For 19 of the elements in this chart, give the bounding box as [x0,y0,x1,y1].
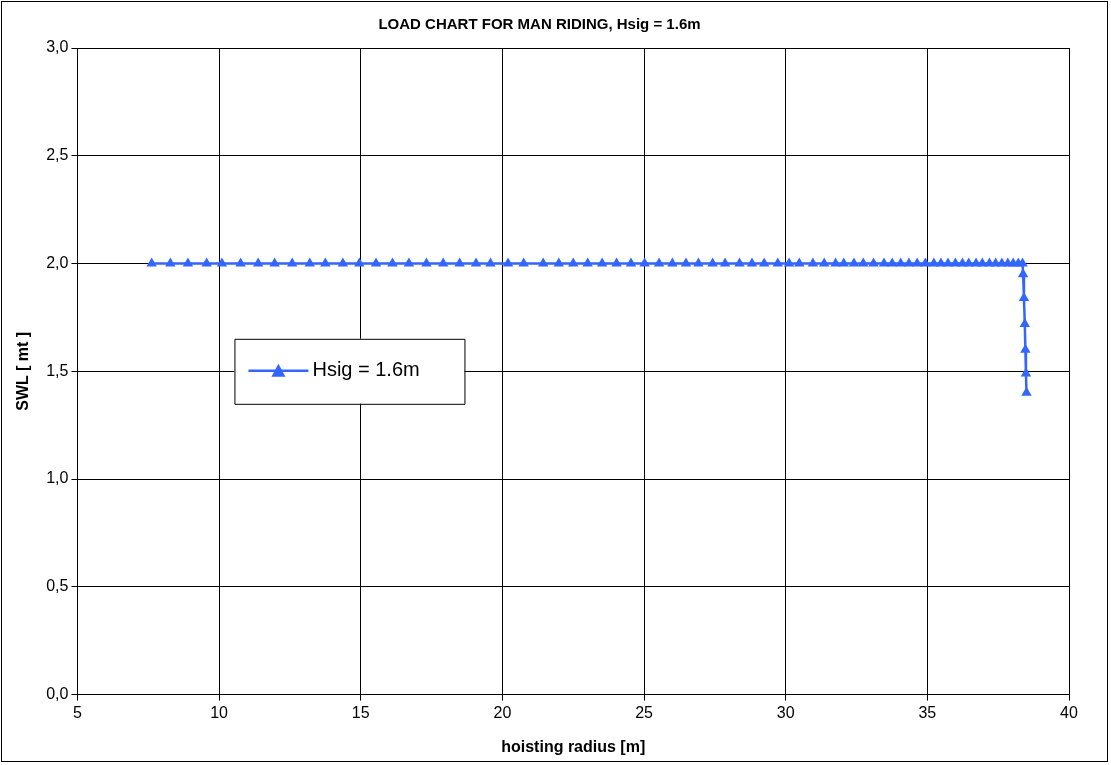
x-tick-label: 5 [72,703,82,721]
y-tick-label: 1,0 [46,469,69,487]
y-tick-label: 0,0 [46,685,69,703]
chart-title: LOAD CHART FOR MAN RIDING, Hsig = 1.6m [378,15,701,33]
x-tick-label: 20 [493,703,512,721]
x-tick-label: 15 [351,703,370,721]
x-axis-title: hoisting radius [m] [501,737,646,755]
x-tick-label: 25 [635,703,654,721]
x-tick-label: 10 [210,703,229,721]
x-tick-label: 35 [918,703,937,721]
x-tick-label: 30 [776,703,795,721]
y-tick-label: 0,5 [46,577,69,595]
y-tick-label: 2,0 [46,253,69,271]
y-tick-label: 1,5 [46,361,69,379]
x-tick-label: 40 [1060,703,1078,721]
y-tick-label: 3,0 [46,38,69,56]
legend-label: Hsig = 1.6m [312,358,420,381]
y-tick-label: 2,5 [46,146,69,164]
y-axis-title: SWL [ mt ] [14,331,32,411]
